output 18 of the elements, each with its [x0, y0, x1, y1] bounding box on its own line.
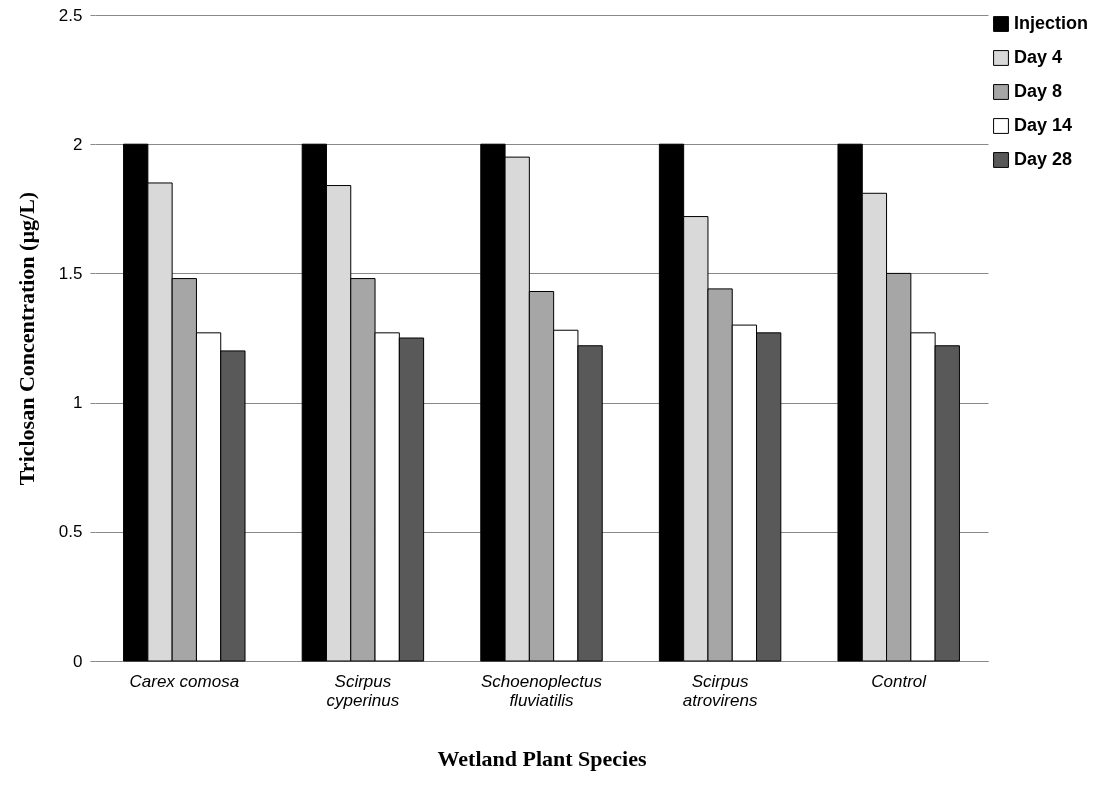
x-axis-title: Wetland Plant Species	[437, 745, 647, 771]
legend-label: Day 28	[1014, 149, 1073, 169]
legend-label: Day 14	[1014, 115, 1073, 135]
y-tick-label: 1.5	[58, 263, 83, 283]
x-tick-label: Carex comosa	[129, 671, 240, 691]
x-tick-label: Scirpus atrovirens	[682, 671, 758, 710]
x-tick-label: Schoenoplectus fluviatilis	[481, 671, 603, 710]
legend-label: Injection	[1014, 13, 1089, 33]
legend-label: Day 8	[1014, 81, 1063, 101]
legend-label: Day 4	[1014, 47, 1063, 67]
y-tick-label: 1	[73, 393, 83, 413]
x-tick-label: Control	[871, 671, 928, 691]
y-tick-label: 2.5	[58, 5, 83, 25]
x-tick-label: Scirpus cyperinus	[326, 671, 400, 710]
y-tick-label: 0	[73, 651, 83, 671]
y-tick-label: 2	[73, 134, 83, 154]
y-axis-title: Triclosan Concentration (µg/L)	[13, 191, 39, 486]
y-tick-label: 0.5	[58, 522, 83, 542]
